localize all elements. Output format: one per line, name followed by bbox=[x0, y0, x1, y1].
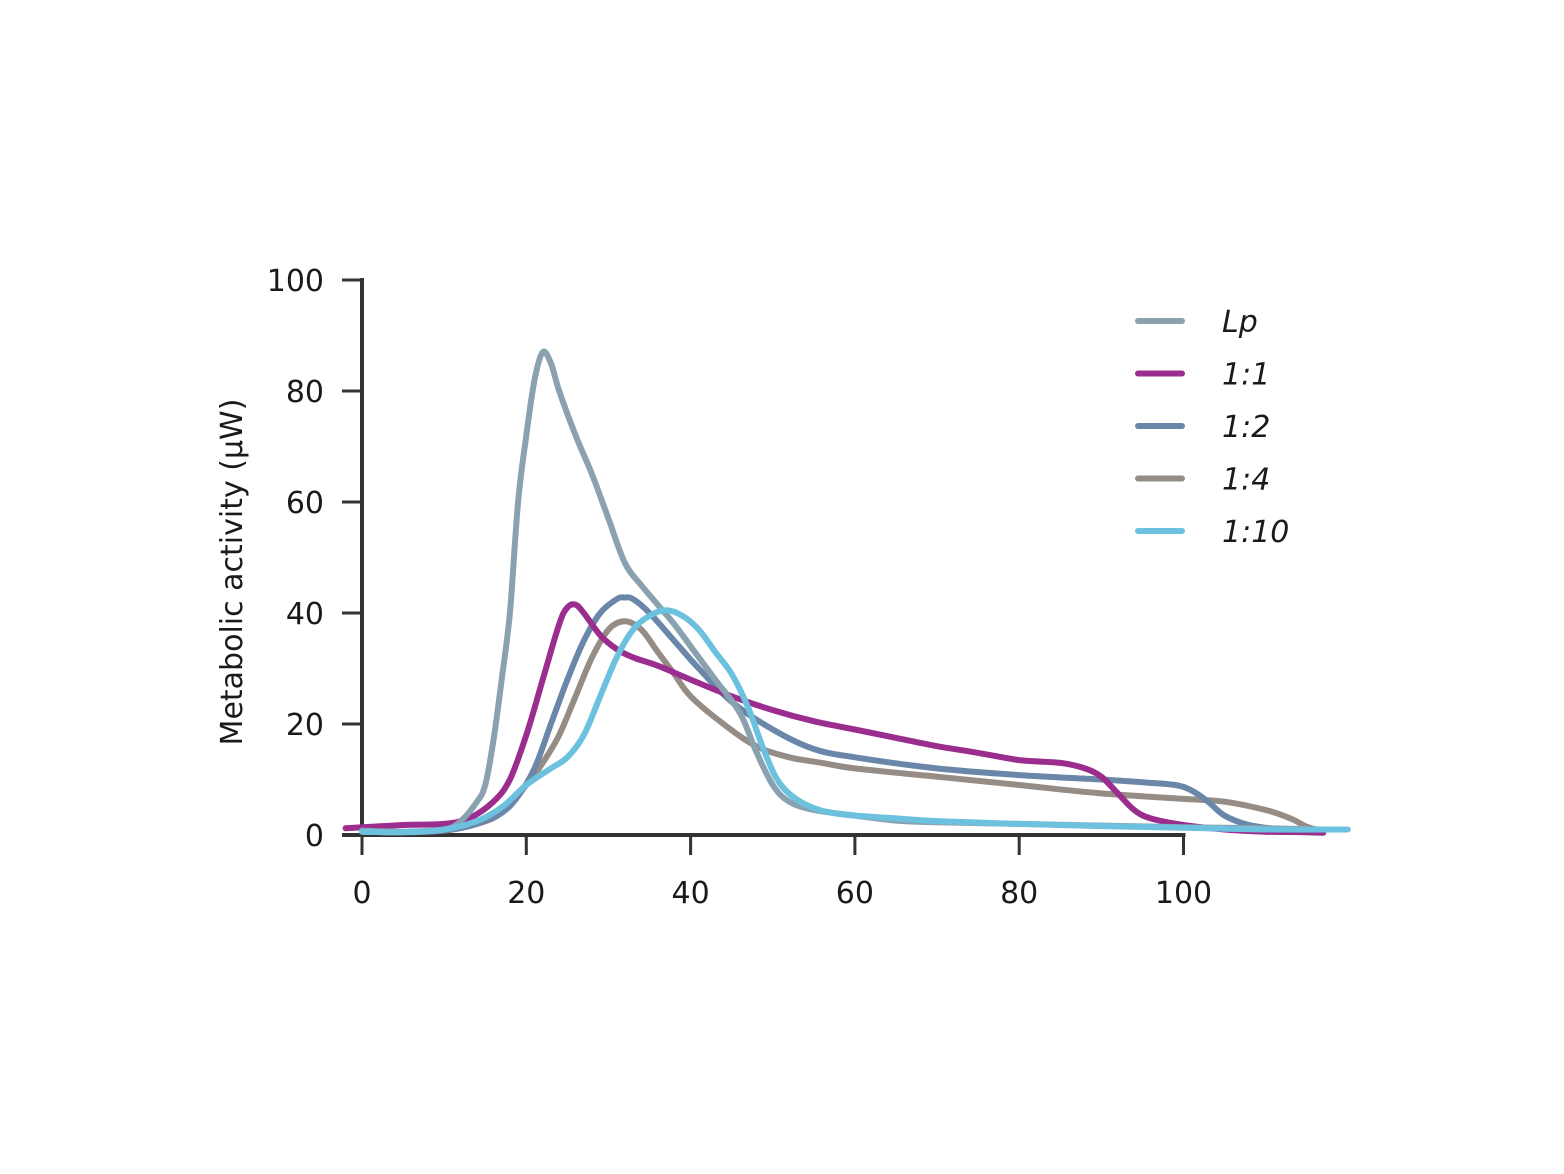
x-tick-label: 0 bbox=[352, 876, 371, 911]
series-lines bbox=[342, 348, 1351, 836]
y-tick-label: 40 bbox=[286, 597, 324, 632]
x-tick-label: 40 bbox=[672, 876, 710, 911]
y-axis-title: Metabolic activity (µW) bbox=[215, 399, 250, 746]
legend-label: 1:2 bbox=[1222, 410, 1270, 445]
x-tick-label: 100 bbox=[1155, 876, 1212, 911]
x-tick-label: 20 bbox=[507, 876, 545, 911]
series-line-1-10 bbox=[359, 607, 1351, 836]
x-axis-ticks: 0 20 40 60 80 100 bbox=[352, 835, 1212, 911]
legend-label: Lp bbox=[1222, 305, 1258, 340]
y-tick-label: 0 bbox=[305, 819, 324, 854]
y-tick-label: 20 bbox=[286, 708, 324, 743]
legend: Lp 1:1 1:2 1:4 1:10 bbox=[1135, 305, 1289, 550]
y-axis-ticks: 0 20 40 60 80 100 bbox=[267, 264, 362, 854]
axes bbox=[342, 278, 1186, 837]
legend-label: 1:10 bbox=[1222, 515, 1289, 550]
x-tick-label: 80 bbox=[1000, 876, 1038, 911]
y-tick-label: 100 bbox=[267, 264, 324, 299]
x-tick-label: 60 bbox=[836, 876, 874, 911]
series-line-1-1 bbox=[342, 601, 1327, 836]
legend-label: 1:1 bbox=[1222, 358, 1270, 393]
y-tick-label: 80 bbox=[286, 375, 324, 410]
legend-label: 1:4 bbox=[1222, 463, 1270, 498]
y-tick-label: 60 bbox=[286, 486, 324, 521]
